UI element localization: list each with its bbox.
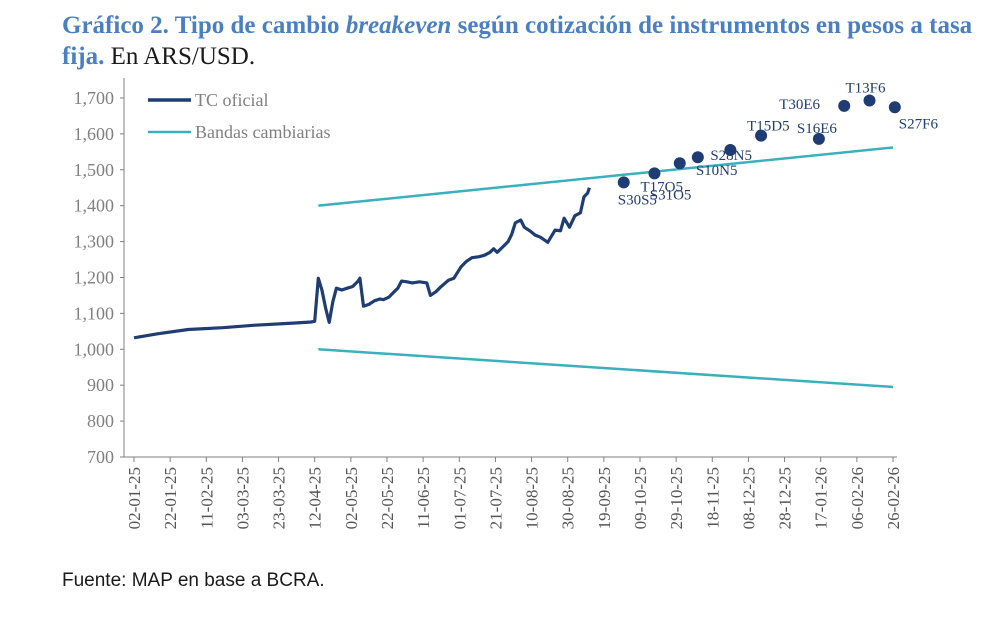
upper-band-line [318, 146, 894, 207]
title-italic: breakeven [345, 12, 452, 39]
y-tick-label: 1,500 [74, 160, 115, 180]
tc-oficial-line [133, 187, 591, 340]
breakeven-point [691, 151, 704, 164]
y-tick-label: 700 [87, 447, 114, 467]
x-tick-label: 02-05-25 [342, 467, 361, 529]
breakeven-point-label: T17O5 [640, 179, 683, 195]
legend-label-bands: Bandas cambiarias [195, 122, 330, 142]
breakeven-point [673, 157, 686, 170]
x-tick-label: 23-03-25 [270, 467, 289, 529]
x-tick-label: 19-09-25 [595, 467, 614, 529]
x-tick-label: 21-07-25 [486, 467, 505, 529]
title-unit: En ARS/USD. [104, 43, 256, 70]
x-tick-label: 10-08-25 [523, 467, 542, 529]
y-tick-label: 900 [87, 375, 114, 395]
breakeven-point [648, 167, 661, 180]
x-tick-label: 02-01-25 [125, 467, 144, 529]
x-tick-label: 03-03-25 [233, 467, 252, 529]
y-tick-label: 1,200 [74, 267, 115, 287]
breakeven-point-label: S30S5 [618, 192, 657, 208]
breakeven-point-label: T13F6 [846, 80, 887, 96]
source-note: Fuente: MAP en base a BCRA. [62, 570, 325, 591]
y-tick-label: 1,000 [74, 339, 115, 359]
y-tick-label: 1,600 [74, 124, 115, 144]
breakeven-point-label: S28N5 [710, 148, 752, 164]
breakeven-point-label: T15D5 [747, 119, 790, 135]
chart-title: Gráfico 2. Tipo de cambio breakeven segú… [62, 10, 982, 72]
breakeven-point-label: S27F6 [899, 116, 939, 132]
x-tick-label: 18-11-25 [703, 467, 722, 529]
legend-label-tc: TC oficial [195, 90, 268, 110]
title-part1: Gráfico 2. Tipo de cambio [62, 12, 346, 39]
x-tick-label: 22-05-25 [378, 467, 397, 529]
x-tick-label: 01-07-25 [450, 467, 469, 529]
breakeven-point [724, 144, 737, 157]
x-tick-label: 11-06-25 [414, 467, 433, 529]
y-tick-label: 1,100 [74, 303, 115, 323]
breakeven-point [888, 101, 901, 114]
breakeven-point-label: S31O5 [650, 187, 692, 203]
x-tick-label: 12-04-25 [306, 467, 325, 529]
breakeven-point-label: T30E6 [779, 97, 820, 113]
breakeven-point-label: S16E6 [797, 121, 838, 137]
title-part2: según cotización de instrumentos en peso… [62, 12, 973, 70]
breakeven-point [838, 99, 851, 112]
breakeven-point [617, 176, 630, 189]
y-tick-label: 800 [87, 411, 114, 431]
y-tick-label: 1,400 [74, 196, 115, 216]
x-tick-label: 17-01-26 [812, 467, 831, 529]
x-tick-label: 09-10-25 [631, 467, 650, 529]
breakeven-point-label: S10N5 [696, 163, 738, 179]
x-tick-label: 22-01-25 [161, 467, 180, 529]
x-tick-label: 08-12-25 [739, 467, 758, 529]
x-tick-label: 26-02-26 [884, 467, 903, 529]
breakeven-point [812, 132, 825, 145]
y-tick-label: 1,700 [74, 88, 115, 108]
x-tick-label: 29-10-25 [667, 467, 686, 529]
lower-band-line [318, 348, 894, 389]
y-tick-label: 1,300 [74, 232, 115, 252]
breakeven-point [863, 94, 876, 107]
breakeven-point [755, 129, 768, 142]
x-tick-label: 28-12-25 [776, 467, 795, 529]
x-tick-label: 30-08-25 [559, 467, 578, 529]
x-tick-label: 06-02-26 [848, 467, 867, 529]
x-tick-label: 11-02-25 [197, 467, 216, 529]
